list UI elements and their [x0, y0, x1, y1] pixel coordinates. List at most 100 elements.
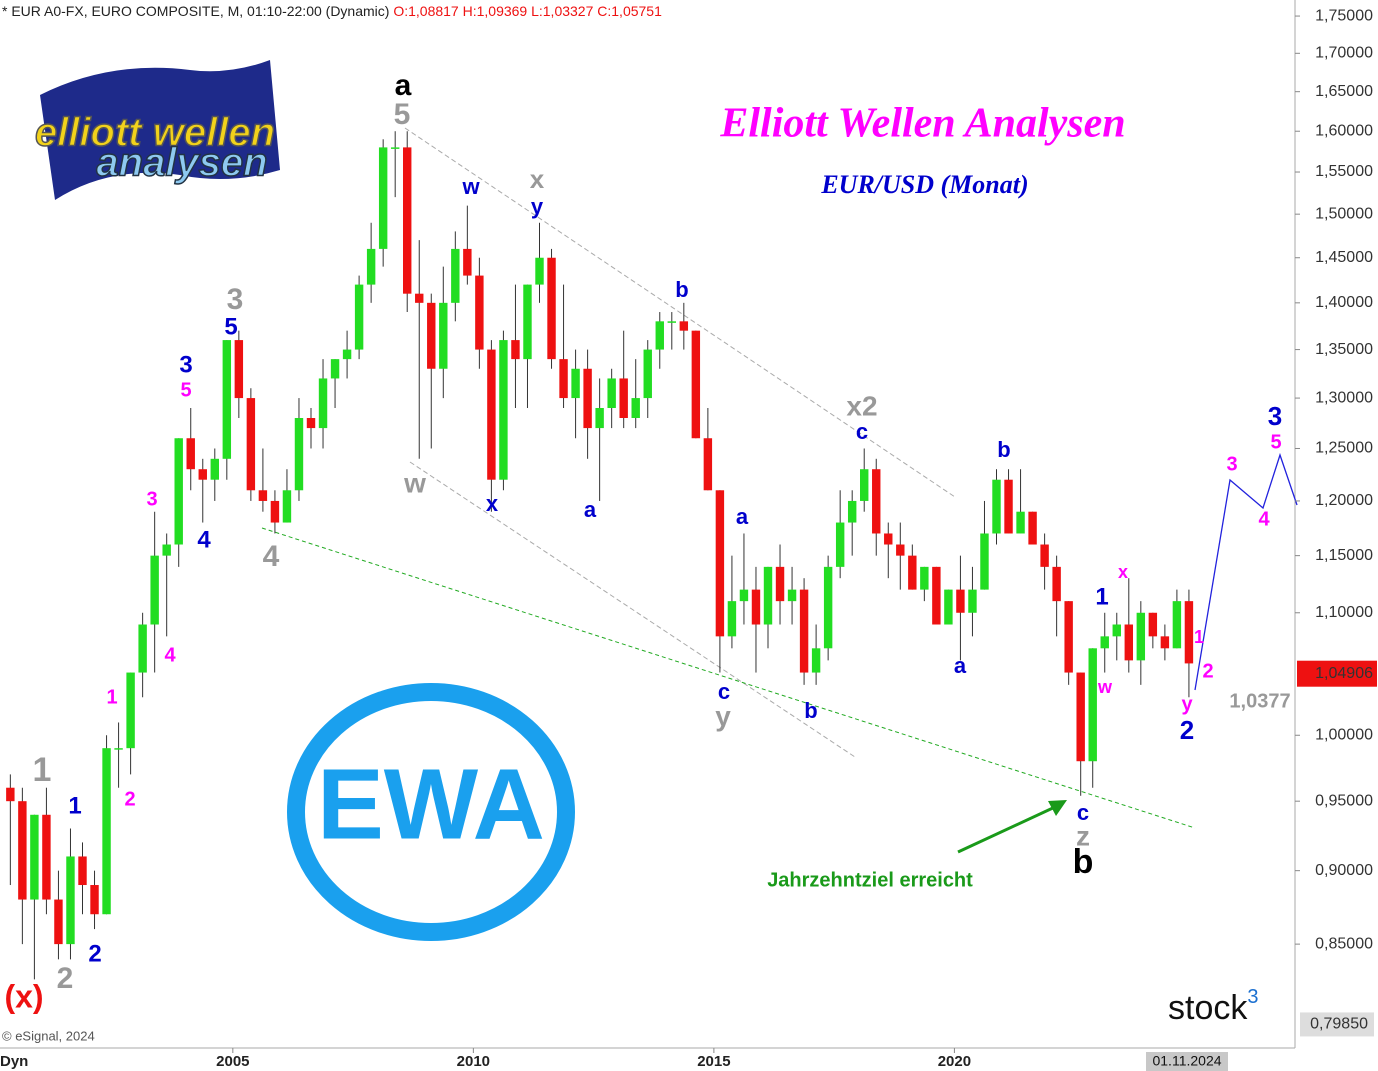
badge-text: EWA — [317, 748, 545, 860]
candle-body — [908, 555, 917, 590]
wave-label: z — [1076, 820, 1090, 851]
candle-body — [18, 801, 27, 900]
y-tick-label: 1,35000 — [1315, 341, 1373, 358]
candle-body — [607, 378, 616, 408]
candle-body — [763, 566, 773, 625]
wave-label: b — [997, 437, 1010, 462]
wave-label: 5 — [394, 98, 411, 131]
candle-body — [1184, 601, 1194, 664]
candle-body — [42, 814, 51, 900]
wave-label: 1 — [106, 686, 117, 708]
candle-body — [932, 566, 941, 625]
candle-body — [655, 321, 664, 350]
candle-body — [246, 398, 256, 491]
candle-body — [138, 624, 147, 673]
wave-label: 1 — [1194, 627, 1204, 647]
candle-body — [282, 490, 292, 523]
candle-body — [378, 147, 388, 249]
candle-body — [619, 378, 628, 419]
y-tick-label: 1,00000 — [1315, 726, 1373, 743]
wave-label: 3 — [1268, 401, 1282, 431]
candle-body — [787, 589, 797, 602]
candle-body — [823, 566, 833, 649]
candle-body — [811, 648, 821, 673]
logo-text: elliott wellen — [35, 111, 275, 155]
trend-line — [404, 127, 956, 498]
candle-body — [980, 533, 989, 590]
wave-label: 3 — [179, 351, 192, 378]
candle-body — [499, 340, 508, 480]
y-tick-label: 1,20000 — [1315, 492, 1373, 509]
wave-label: w — [403, 467, 426, 498]
trend-line — [409, 461, 856, 758]
y-tick-label: 1,60000 — [1315, 122, 1373, 139]
y-tick-label: 1,25000 — [1315, 440, 1373, 457]
candle-body — [427, 302, 436, 369]
candle-body — [944, 589, 953, 625]
candle-body — [126, 672, 135, 749]
wave-label: x — [486, 491, 499, 516]
wave-label: 1 — [1095, 583, 1108, 610]
candle-body — [1016, 511, 1025, 534]
candle-body — [66, 856, 75, 945]
ohlc: O:1,08817 H:1,09369 L:1,03327 C:1,05751 — [393, 3, 662, 19]
candle-body — [727, 601, 737, 637]
wave-label: 1 — [68, 792, 81, 819]
candle-body — [679, 321, 689, 331]
candle-body — [1160, 636, 1170, 649]
candle-body — [751, 589, 761, 625]
candle-body — [342, 349, 352, 360]
wave-label: c — [1077, 800, 1089, 825]
candle-body — [54, 899, 63, 945]
wave-label: a — [954, 653, 967, 678]
candle-body — [90, 885, 99, 915]
candle-body — [222, 340, 232, 459]
candle-body — [1076, 672, 1085, 762]
wave-label: 4 — [197, 526, 211, 553]
wave-label: 5 — [224, 313, 237, 340]
wave-label: 3 — [227, 283, 244, 316]
wave-label: b — [675, 277, 688, 302]
arrow — [957, 805, 1056, 854]
candle-body — [114, 748, 123, 750]
y-tick-label: 1,75000 — [1315, 7, 1373, 24]
wave-label: y — [531, 194, 544, 219]
last-price-box — [1297, 660, 1377, 687]
wave-label: a — [584, 497, 597, 522]
wave-label: 3 — [146, 488, 157, 510]
date-box — [1146, 1052, 1228, 1071]
y-tick-label: 1,40000 — [1315, 294, 1373, 311]
candle-body — [667, 321, 677, 323]
candle-body — [1040, 544, 1049, 567]
wave-label: x — [1118, 562, 1128, 582]
candle-body — [306, 418, 316, 429]
candle-body — [799, 589, 809, 673]
y-tick-label: 0,95000 — [1315, 792, 1373, 809]
wave-label: 2 — [1180, 715, 1194, 745]
arrow-head — [1048, 800, 1067, 816]
candle-body — [1172, 601, 1182, 649]
candle-body — [703, 438, 713, 491]
candle-body — [643, 349, 652, 399]
brand: stock3 — [1168, 986, 1258, 1027]
candle-body — [6, 787, 15, 802]
wave-label: 1 — [33, 751, 52, 789]
wave-label: (x) — [4, 978, 43, 1014]
ewa-badge: EWA — [287, 683, 575, 941]
candle-body — [78, 856, 87, 886]
candle-body — [847, 500, 857, 523]
candle-body — [715, 490, 725, 637]
candle-body — [234, 340, 244, 399]
candle-body — [415, 293, 424, 303]
y-tick-label: 0,85000 — [1315, 935, 1373, 952]
candle-body — [354, 284, 364, 350]
x-tick-label: 2005 — [216, 1053, 249, 1070]
wave-label: w — [461, 174, 480, 199]
wave-label: b — [1073, 843, 1094, 881]
wave-label: c — [718, 679, 730, 704]
candle-body — [1052, 566, 1061, 602]
wave-label: a — [395, 69, 412, 102]
candle-body — [571, 368, 580, 399]
